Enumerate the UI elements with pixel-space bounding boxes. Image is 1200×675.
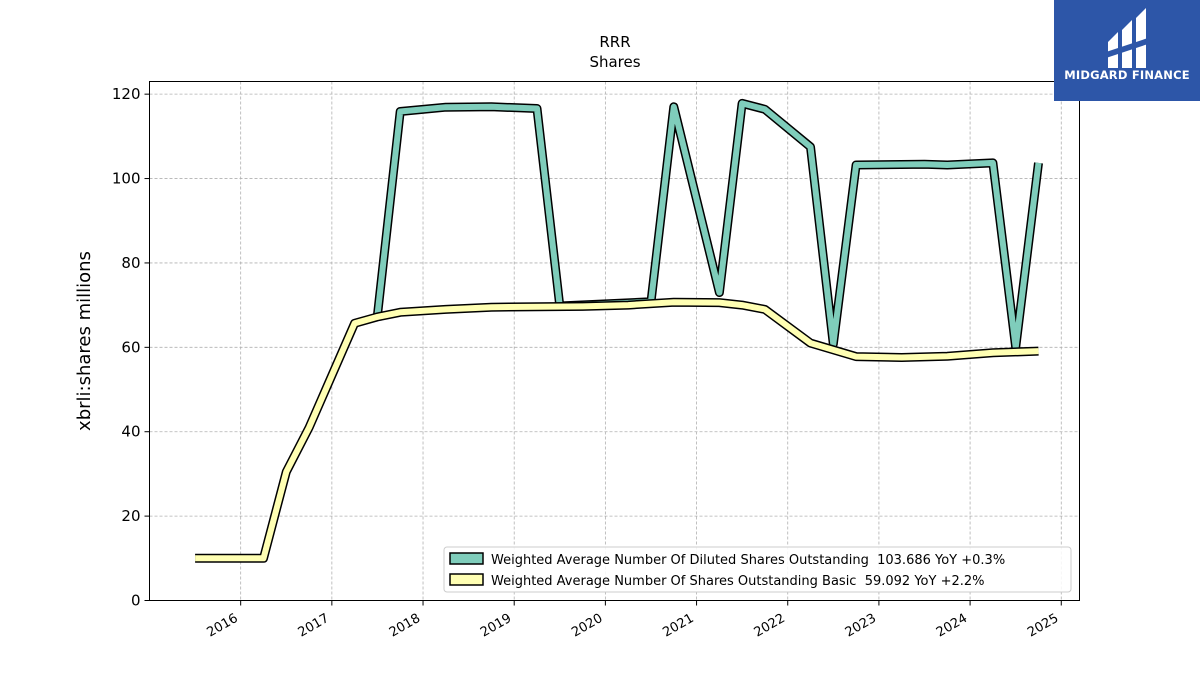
x-tick-label: 2016 bbox=[205, 611, 241, 641]
x-tick-label: 2023 bbox=[843, 611, 879, 641]
grid-lines bbox=[149, 81, 1080, 601]
chart-subtitle: Shares bbox=[589, 53, 640, 71]
y-tick-label: 120 bbox=[112, 85, 141, 103]
legend-swatch-diluted bbox=[449, 552, 484, 565]
legend-swatch-basic bbox=[449, 573, 484, 586]
x-tick-label: 2019 bbox=[478, 611, 514, 641]
y-axis: 0 20 40 60 80 100 120 bbox=[112, 85, 150, 610]
brand-name: MIDGARD FINANCE bbox=[1064, 68, 1190, 82]
y-tick-label: 20 bbox=[121, 507, 140, 525]
series-line-0 bbox=[374, 100, 1042, 351]
midgard-finance-logo: MIDGARD FINANCE bbox=[1054, 0, 1200, 101]
series-outline-1 bbox=[195, 297, 1039, 563]
y-tick-label: 80 bbox=[121, 254, 140, 272]
legend-label-diluted: Weighted Average Number Of Diluted Share… bbox=[491, 553, 1005, 568]
x-tick-label: 2017 bbox=[296, 611, 332, 641]
x-tick-label: 2022 bbox=[752, 611, 788, 641]
y-tick-label: 60 bbox=[121, 338, 140, 356]
x-tick-label: 2025 bbox=[1025, 611, 1061, 641]
x-tick-label: 2018 bbox=[387, 611, 423, 641]
legend-box bbox=[443, 546, 1072, 593]
series-line-1 bbox=[195, 299, 1039, 562]
x-tick-label: 2020 bbox=[569, 611, 605, 641]
midgard-finance-logo-icon bbox=[1106, 8, 1148, 68]
x-tick-label: 2021 bbox=[660, 611, 696, 641]
chart-title: RRR bbox=[599, 33, 630, 51]
y-axis-label: xbrli:shares millions bbox=[74, 251, 95, 431]
y-tick-label: 0 bbox=[131, 592, 141, 610]
x-tick-label: 2024 bbox=[934, 611, 970, 641]
y-tick-label: 100 bbox=[112, 170, 141, 188]
plot-lines bbox=[195, 98, 1043, 563]
legend: Weighted Average Number Of Diluted Share… bbox=[443, 546, 1072, 593]
plot-area-frame bbox=[149, 81, 1080, 601]
y-tick-label: 40 bbox=[121, 423, 140, 441]
x-axis: 2016 2017 2018 2019 2020 2021 2022 2023 2024 2025 bbox=[205, 600, 1062, 641]
legend-label-basic: Weighted Average Number Of Shares Outsta… bbox=[491, 574, 985, 589]
